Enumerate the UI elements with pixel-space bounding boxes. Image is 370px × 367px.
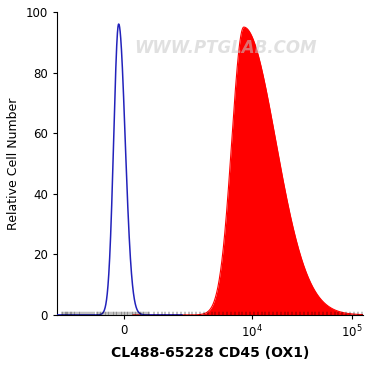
- Y-axis label: Relative Cell Number: Relative Cell Number: [7, 97, 20, 230]
- Text: WWW.PTGLAB.COM: WWW.PTGLAB.COM: [134, 39, 316, 57]
- X-axis label: CL488-65228 CD45 (OX1): CL488-65228 CD45 (OX1): [111, 346, 309, 360]
